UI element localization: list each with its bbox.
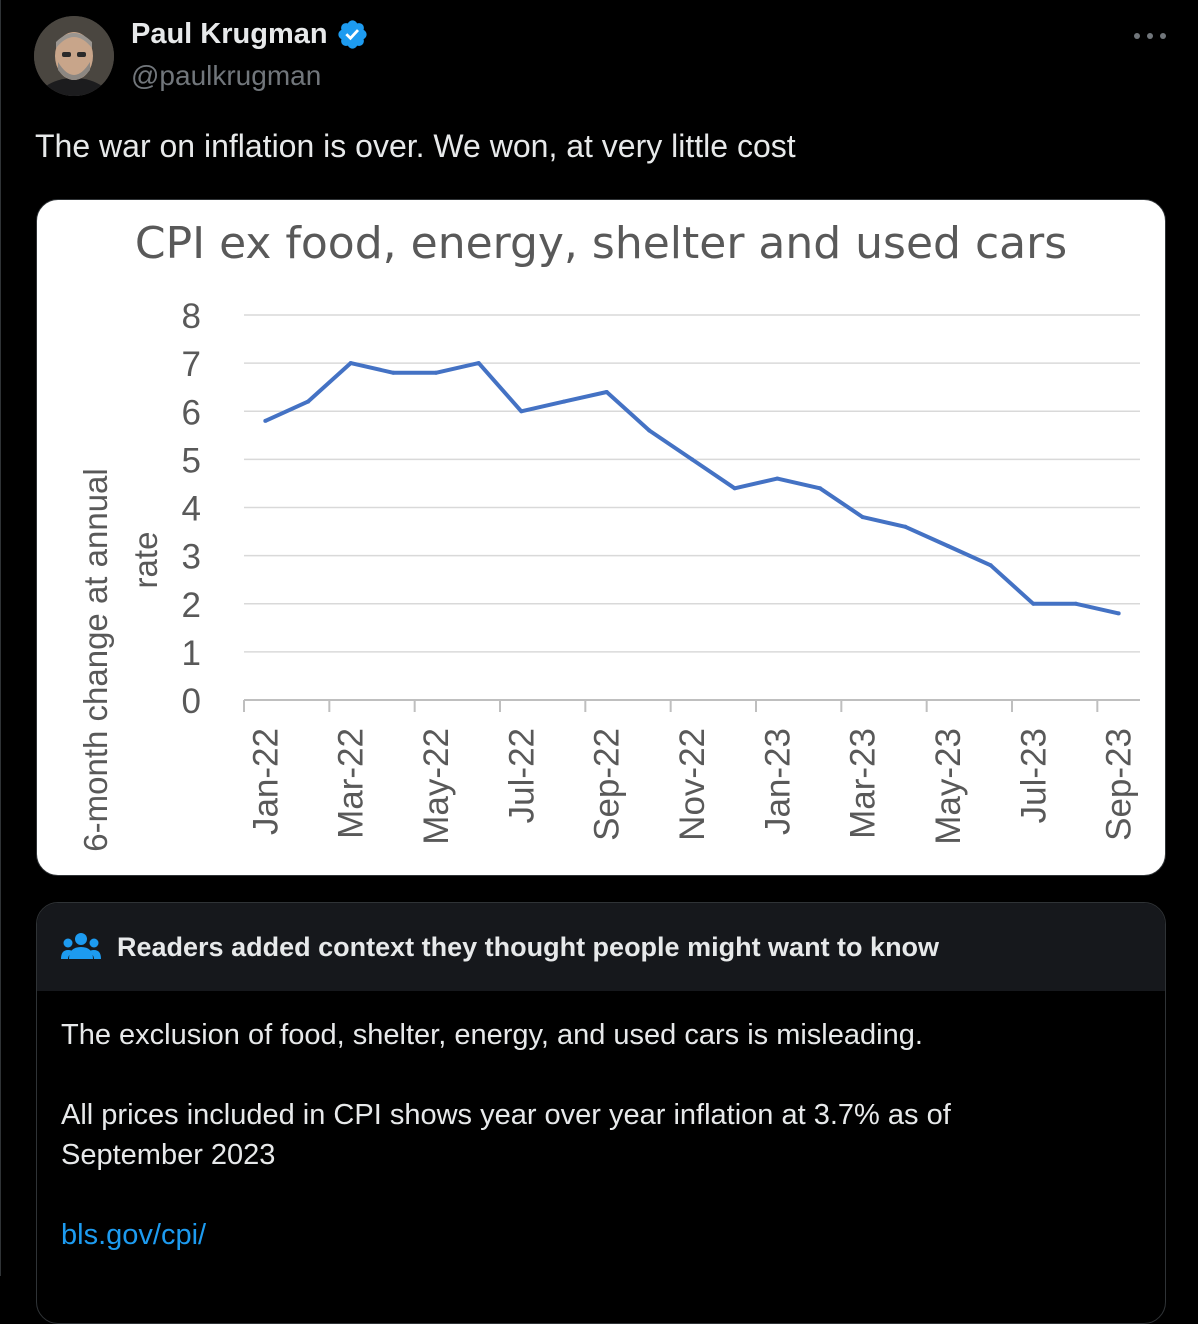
series-line [264,361,1120,616]
data-point [391,370,396,375]
community-note-paragraph-1: The exclusion of food, shelter, energy, … [61,1019,923,1051]
data-point [818,486,822,491]
community-note-source-link[interactable]: bls.gov/cpi/ [61,1219,207,1251]
chart-title: CPI ex food, energy, shelter and used ca… [135,218,1067,269]
x-tick-label: May-22 [417,728,456,845]
data-point [348,361,353,366]
y-axis-label-line1: 6-month change at annual [77,468,114,851]
data-point [562,399,566,404]
data-point [519,409,524,414]
y-tick-label: 4 [182,490,201,529]
y-tick-label: 6 [182,393,201,432]
data-point [690,457,694,462]
data-point [946,544,950,548]
more-options-button[interactable] [1128,18,1172,54]
data-point [1031,601,1036,606]
data-point [775,476,780,481]
tweet-image-chart[interactable]: CPI ex food, energy, shelter and used ca… [36,199,1166,876]
x-tick-label: Jul-22 [502,728,541,823]
tweet-text: The war on inflation is over. We won, at… [35,128,796,164]
y-tick-label: 8 [182,297,201,336]
more-horizontal-icon [1134,33,1166,39]
y-tick-label: 3 [182,538,201,577]
x-tick-label: Sep-23 [1100,728,1139,841]
data-point [988,563,993,568]
data-point [860,515,865,520]
data-point [1074,601,1078,606]
x-tick-label: Nov-22 [673,728,712,841]
data-point [903,524,908,529]
author-name[interactable]: Paul Krugman [131,18,369,51]
community-note-header: Readers added context they thought peopl… [37,903,1165,991]
y-axis-label-line2: rate [127,532,164,589]
data-point [732,486,737,491]
avatar[interactable] [34,16,114,96]
x-tick-label: Mar-23 [844,728,883,839]
author-handle[interactable]: @paulkrugman [131,60,322,91]
data-point [306,399,310,404]
data-point [434,370,438,375]
community-note-header-text: Readers added context they thought peopl… [117,931,940,962]
people-icon [61,933,101,959]
y-tick-label: 1 [182,634,201,673]
community-note-paragraph-2: All prices included in CPI shows year ov… [61,1099,951,1171]
data-point [476,361,481,366]
y-tick-label: 0 [182,682,201,721]
line-chart: CPI ex food, energy, shelter and used ca… [77,218,1140,852]
x-tick-label: Sep-22 [588,728,627,841]
x-tick-label: May-23 [929,728,968,845]
x-tick-label: Jan-23 [758,728,797,835]
data-point [604,390,609,394]
community-note: Readers added context they thought peopl… [36,902,1166,1324]
author-name-text: Paul Krugman [131,18,328,50]
data-point [647,428,652,433]
y-tick-label: 7 [182,345,201,384]
data-point [1116,611,1121,616]
verified-badge-icon [338,20,367,49]
column-border [0,0,1,1276]
y-tick-label: 2 [182,586,201,625]
community-note-body: The exclusion of food, shelter, energy, … [37,991,1165,1255]
data-point [263,418,268,423]
x-tick-label: Mar-22 [332,728,371,839]
x-tick-label: Jul-23 [1014,728,1053,823]
y-tick-label: 5 [182,441,201,480]
x-tick-label: Jan-22 [246,728,285,835]
